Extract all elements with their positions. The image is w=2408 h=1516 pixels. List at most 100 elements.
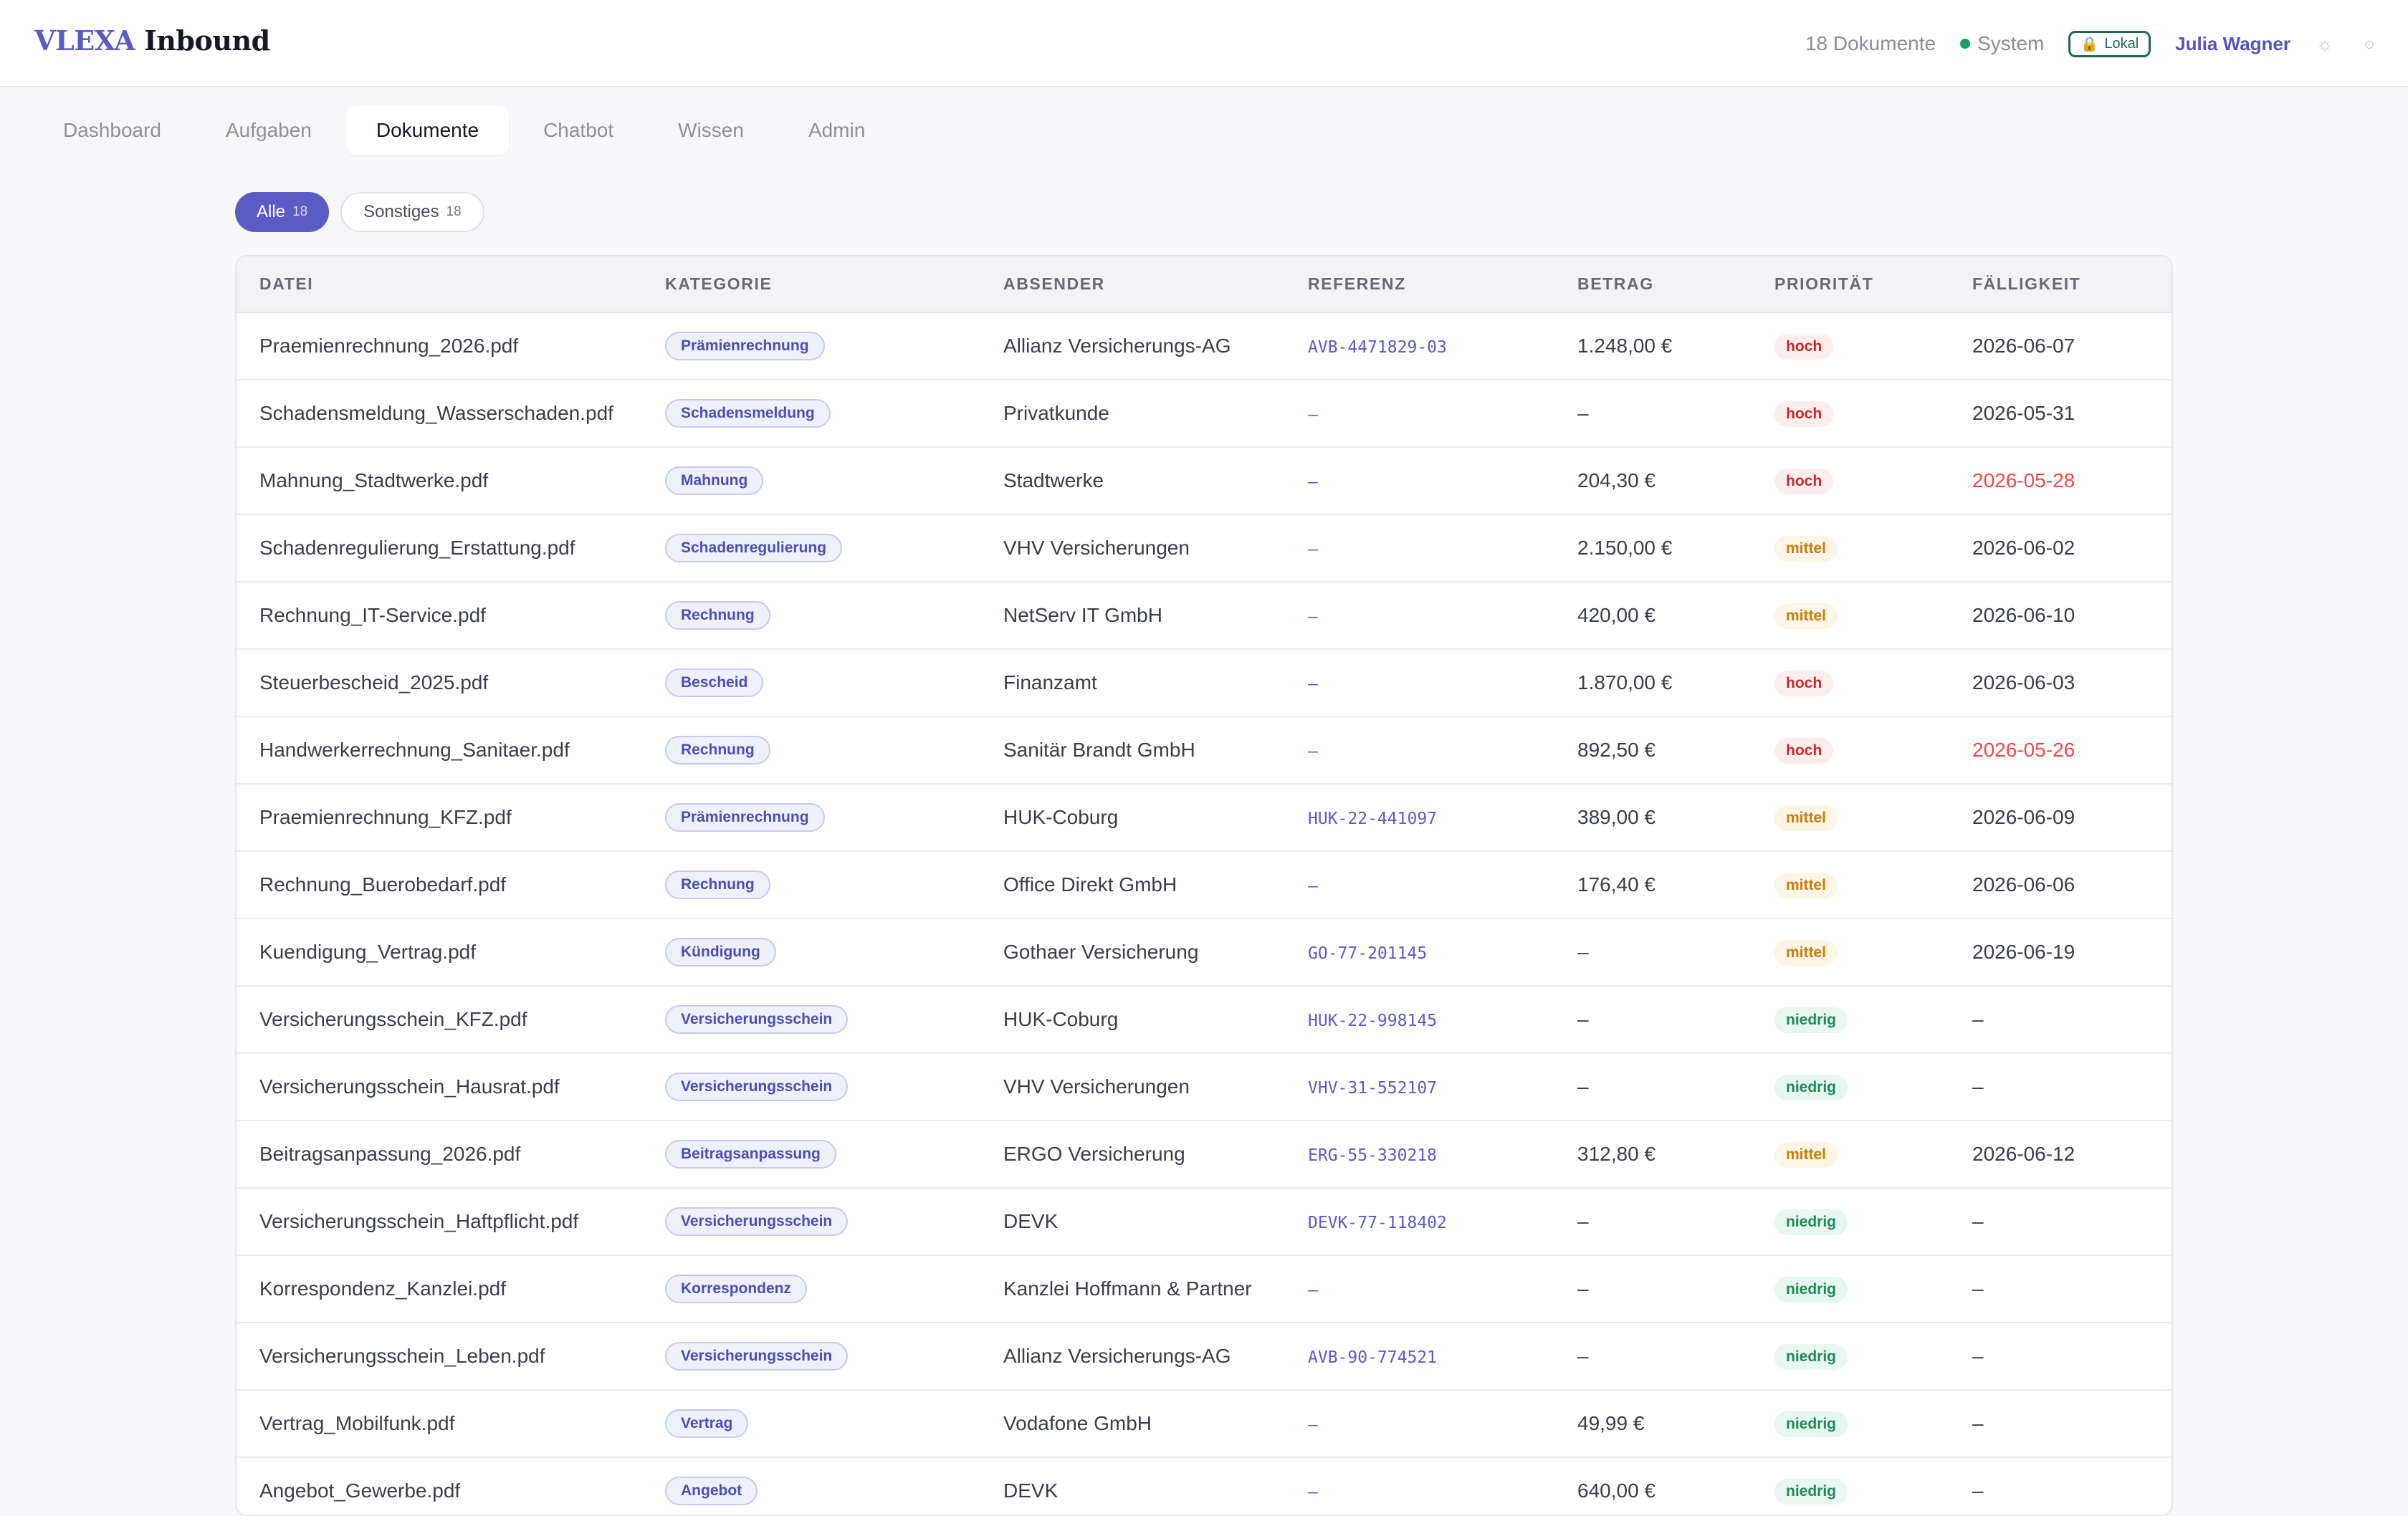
cell-absender: Finanzamt: [980, 649, 1285, 717]
cell-datei[interactable]: Rechnung_IT-Service.pdf: [236, 582, 642, 650]
table-row[interactable]: Rechnung_IT-Service.pdf Rechnung NetServ I…: [236, 582, 2172, 650]
system-label: System: [1977, 32, 2045, 54]
tab-aufgaben[interactable]: Aufgaben: [225, 119, 312, 141]
table-row[interactable]: Steuerbescheid_2025.pdf Bescheid Finanzamt…: [236, 649, 2172, 717]
user-name[interactable]: Julia Wagner: [2175, 32, 2290, 54]
cell-betrag: 49,99 €: [1554, 1390, 1752, 1458]
file-name[interactable]: Vertrag_Mobilfunk.pdf: [259, 1412, 455, 1434]
column-header-prioritaet[interactable]: PRIORITÄT: [1752, 256, 1949, 313]
cell-datei[interactable]: Handwerkerrechnung_Sanitaer.pdf: [236, 716, 642, 785]
file-name[interactable]: Schadensmeldung_Wasserschaden.pdf: [259, 402, 613, 424]
file-name[interactable]: Rechnung_Buerobedarf.pdf: [259, 873, 507, 896]
due-date-text: 2026-06-09: [1972, 806, 2075, 828]
sender-text: VHV Versicherungen: [1003, 537, 1190, 559]
due-date-text: 2026-06-19: [1972, 941, 2075, 963]
table-row[interactable]: Korrespondenz_Kanzlei.pdf Korrespondenz Ka…: [236, 1255, 2172, 1323]
file-name[interactable]: Angebot_Gewerbe.pdf: [259, 1479, 461, 1502]
table-row[interactable]: Kuendigung_Vertrag.pdf Kündigung Gothaer V…: [236, 918, 2172, 987]
cell-datei[interactable]: Versicherungsschein_Hausrat.pdf: [236, 1053, 642, 1121]
cell-prioritaet: niedrig: [1752, 1255, 1949, 1323]
file-name[interactable]: Handwerkerrechnung_Sanitaer.pdf: [259, 739, 570, 761]
table-row[interactable]: Schadensmeldung_Wasserschaden.pdf Schaden…: [236, 380, 2172, 448]
column-header-referenz[interactable]: REFERENZ: [1285, 256, 1554, 313]
cell-datei[interactable]: Schadenregulierung_Erstattung.pdf: [236, 514, 642, 582]
tab-wissen[interactable]: Wissen: [678, 119, 744, 141]
table-row[interactable]: Versicherungsschein_Hausrat.pdf Versicher…: [236, 1053, 2172, 1121]
reference-text: –: [1308, 877, 1318, 896]
sender-text: VHV Versicherungen: [1003, 1075, 1190, 1098]
table-row[interactable]: Handwerkerrechnung_Sanitaer.pdf Rechnung S…: [236, 716, 2172, 785]
file-name[interactable]: Korrespondenz_Kanzlei.pdf: [259, 1277, 507, 1300]
tab-admin[interactable]: Admin: [808, 119, 866, 141]
filter-alle[interactable]: Alle 18: [235, 192, 330, 232]
cell-datei[interactable]: Angebot_Gewerbe.pdf: [236, 1457, 642, 1515]
app-logo[interactable]: VLEXA Inbound: [34, 24, 270, 57]
table-row[interactable]: Schadenregulierung_Erstattung.pdf Schaden…: [236, 514, 2172, 582]
circle-icon[interactable]: ○: [2364, 32, 2375, 54]
cell-datei[interactable]: Vertrag_Mobilfunk.pdf: [236, 1390, 642, 1458]
cell-datei[interactable]: Korrespondenz_Kanzlei.pdf: [236, 1255, 642, 1323]
cell-datei[interactable]: Praemienrechnung_KFZ.pdf: [236, 784, 642, 852]
table-row[interactable]: Praemienrechnung_2026.pdf Prämienrechnung…: [236, 312, 2172, 380]
file-name[interactable]: Mahnung_Stadtwerke.pdf: [259, 469, 489, 491]
file-name[interactable]: Kuendigung_Vertrag.pdf: [259, 941, 477, 963]
table-row[interactable]: Versicherungsschein_Leben.pdf Versicherun…: [236, 1323, 2172, 1391]
file-name[interactable]: Schadenregulierung_Erstattung.pdf: [259, 537, 575, 559]
cell-datei[interactable]: Schadensmeldung_Wasserschaden.pdf: [236, 380, 642, 448]
column-header-datei[interactable]: DATEI: [236, 256, 642, 313]
cell-betrag: 312,80 €: [1554, 1121, 1752, 1189]
cell-datei[interactable]: Beitragsanpassung_2026.pdf: [236, 1121, 642, 1189]
sender-text: ERGO Versicherung: [1003, 1143, 1185, 1165]
cell-datei[interactable]: Versicherungsschein_Haftpflicht.pdf: [236, 1188, 642, 1256]
cell-kategorie: Versicherungsschein: [642, 1323, 980, 1391]
cell-datei[interactable]: Praemienrechnung_2026.pdf: [236, 312, 642, 380]
reference-text: HUK-22-998145: [1308, 1012, 1438, 1030]
table-row[interactable]: Angebot_Gewerbe.pdf Angebot DEVK – 640,00 € n…: [236, 1457, 2172, 1515]
file-name[interactable]: Versicherungsschein_Hausrat.pdf: [259, 1075, 560, 1098]
file-name[interactable]: Versicherungsschein_Haftpflicht.pdf: [259, 1210, 579, 1232]
file-name[interactable]: Versicherungsschein_Leben.pdf: [259, 1345, 545, 1367]
file-name[interactable]: Praemienrechnung_KFZ.pdf: [259, 806, 512, 828]
cell-datei[interactable]: Mahnung_Stadtwerke.pdf: [236, 447, 642, 515]
cell-prioritaet: hoch: [1752, 649, 1949, 717]
brand-name: VLEXA: [34, 24, 135, 57]
tab-chatbot[interactable]: Chatbot: [543, 119, 614, 141]
tab-dokumente[interactable]: Dokumente: [345, 106, 510, 155]
column-header-faelligkeit[interactable]: FÄLLIGKEIT: [1949, 256, 2172, 313]
column-header-betrag[interactable]: BETRAG: [1554, 256, 1752, 313]
table-row[interactable]: Praemienrechnung_KFZ.pdf Prämienrechnung H…: [236, 784, 2172, 852]
sun-icon[interactable]: ☼: [2316, 32, 2333, 54]
cell-referenz: –: [1285, 514, 1554, 582]
cell-referenz: VHV-31-552107: [1285, 1053, 1554, 1121]
table-row[interactable]: Vertrag_Mobilfunk.pdf Vertrag Vodafone Gmb…: [236, 1390, 2172, 1458]
category-badge: Prämienrechnung: [665, 332, 825, 360]
column-header-kategorie[interactable]: KATEGORIE: [642, 256, 980, 313]
file-name[interactable]: Rechnung_IT-Service.pdf: [259, 604, 486, 626]
table-row[interactable]: Versicherungsschein_Haftpflicht.pdf Versi…: [236, 1188, 2172, 1256]
cell-datei[interactable]: Versicherungsschein_Leben.pdf: [236, 1323, 642, 1391]
due-date-text: 2026-06-02: [1972, 537, 2075, 559]
file-name[interactable]: Versicherungsschein_KFZ.pdf: [259, 1008, 527, 1030]
table-row[interactable]: Mahnung_Stadtwerke.pdf Mahnung Stadtwerke –…: [236, 447, 2172, 515]
amount-text: 420,00 €: [1577, 604, 1656, 626]
cell-referenz: ERG-55-330218: [1285, 1121, 1554, 1189]
cell-datei[interactable]: Steuerbescheid_2025.pdf: [236, 649, 642, 717]
amount-text: –: [1577, 1210, 1589, 1232]
tab-dashboard[interactable]: Dashboard: [63, 119, 161, 141]
table-row[interactable]: Rechnung_Buerobedarf.pdf Rechnung Office D…: [236, 851, 2172, 919]
filter-sonstiges[interactable]: Sonstiges 18: [340, 192, 484, 232]
table-row[interactable]: Versicherungsschein_KFZ.pdf Versicherungs…: [236, 986, 2172, 1054]
reference-text: –: [1308, 473, 1318, 491]
file-name[interactable]: Steuerbescheid_2025.pdf: [259, 671, 489, 694]
file-name[interactable]: Beitragsanpassung_2026.pdf: [259, 1143, 521, 1165]
top-bar: VLEXA Inbound 18 Dokumente System 🔒 Loka…: [0, 0, 2408, 87]
table-row[interactable]: Beitragsanpassung_2026.pdf Beitragsanpass…: [236, 1121, 2172, 1189]
file-name[interactable]: Praemienrechnung_2026.pdf: [259, 335, 519, 357]
cell-datei[interactable]: Versicherungsschein_KFZ.pdf: [236, 986, 642, 1054]
cell-datei[interactable]: Kuendigung_Vertrag.pdf: [236, 918, 642, 987]
column-header-absender[interactable]: ABSENDER: [980, 256, 1285, 313]
cell-datei[interactable]: Rechnung_Buerobedarf.pdf: [236, 851, 642, 919]
due-date-text: –: [1972, 1277, 1984, 1300]
table-header-row: DATEI KATEGORIE ABSENDER REFERENZ BETRAG…: [236, 256, 2172, 313]
cell-betrag: 2.150,00 €: [1554, 514, 1752, 582]
